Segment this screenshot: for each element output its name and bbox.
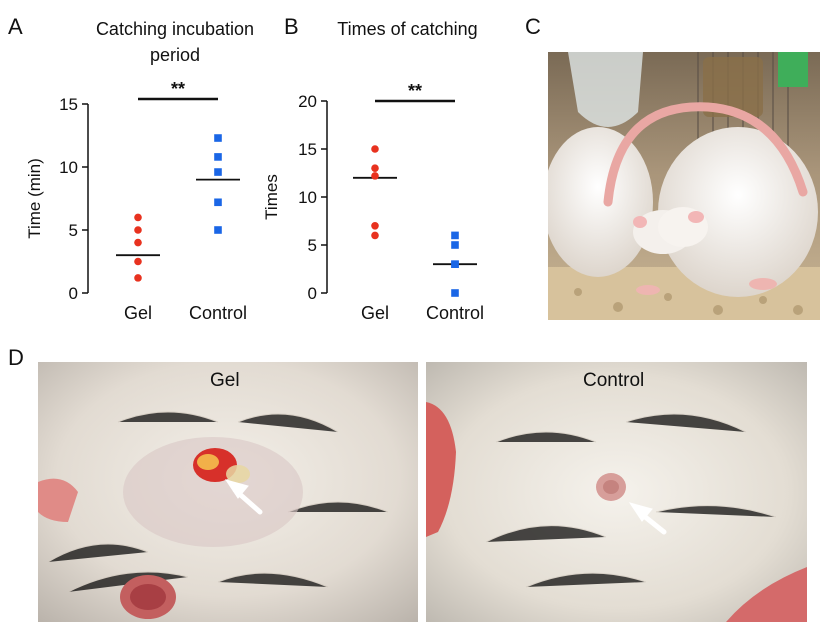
- chart-b-y-tick-label: 20: [298, 92, 317, 111]
- chart-b-point-control: [451, 289, 459, 297]
- chart-b-title: Times of catching: [300, 16, 515, 42]
- chart-b: 0 5 10 15 20 Times Gel Control **: [262, 81, 484, 323]
- panel-letter-b: B: [284, 14, 299, 39]
- chart-a-point-gel: [134, 213, 142, 222]
- chart-b-point-gel: [371, 145, 379, 153]
- panel-letter-d: D: [8, 345, 24, 370]
- photo-d-control: Control: [426, 362, 807, 622]
- chart-b-category-label: Control: [426, 303, 484, 323]
- chart-a-point-control: [214, 226, 222, 234]
- chart-b-point-gel: [371, 172, 379, 180]
- chart-b-y-tick-label: 5: [308, 236, 317, 255]
- chart-a-y-tick-label: 5: [69, 221, 78, 240]
- chart-b-y-tick-label: 0: [308, 284, 317, 303]
- photo-c-illustration: [548, 52, 820, 320]
- panel-letter-c: C: [525, 14, 541, 39]
- photo-d-gel: Gel: [38, 362, 418, 622]
- chart-a-y-tick-label: 0: [69, 284, 78, 303]
- chart-b-y-axis-label: Times: [262, 174, 281, 220]
- chart-a-y-axis-label: Time (min): [25, 158, 44, 239]
- chart-b-point-gel: [371, 164, 379, 172]
- chart-b-point-gel: [371, 231, 379, 240]
- chart-a-point-gel: [134, 274, 142, 282]
- chart-a-point-gel: [134, 226, 142, 234]
- chart-b-point-gel: [371, 222, 379, 230]
- chart-b-y-tick-label: 10: [298, 188, 317, 207]
- chart-a-point-control: [214, 153, 222, 161]
- chart-a-y-tick-label: 15: [59, 95, 78, 114]
- chart-b-point-control: [451, 260, 459, 268]
- chart-a-category-label: Control: [189, 303, 247, 323]
- chart-a-point-control: [214, 198, 222, 207]
- chart-b-significance-label: **: [408, 81, 422, 101]
- chart-a-point-control: [214, 134, 222, 142]
- chart-b-title-line1: Times of catching: [337, 19, 478, 39]
- photo-d-gel-illustration: [38, 362, 418, 622]
- chart-a: 0 5 10 15 Time (min) Gel Control **: [25, 80, 247, 323]
- chart-a-significance-label: **: [171, 80, 185, 99]
- chart-b-y-tick-label: 15: [298, 140, 317, 159]
- panel-letter-a: A: [8, 14, 23, 39]
- photo-c-rats-in-cage: [548, 52, 820, 320]
- chart-b-point-control: [451, 241, 459, 249]
- chart-a-y-tick-label: 10: [59, 158, 78, 177]
- chart-a-category-label: Gel: [124, 303, 152, 323]
- photo-d-control-illustration: [426, 362, 807, 622]
- chart-a-point-control: [214, 168, 222, 176]
- photo-d-control-label: Control: [583, 370, 645, 391]
- chart-a-point-gel: [134, 257, 142, 266]
- photo-d-gel-label: Gel: [210, 370, 240, 391]
- chart-a-title-line1: Catching incubation: [95, 19, 255, 39]
- chart-b-category-label: Gel: [361, 303, 389, 323]
- chart-a-title-line2: period: [149, 45, 201, 65]
- chart-a-title: Catching incubation period: [70, 16, 280, 68]
- chart-a-point-gel: [134, 238, 142, 247]
- chart-b-point-control: [451, 231, 459, 240]
